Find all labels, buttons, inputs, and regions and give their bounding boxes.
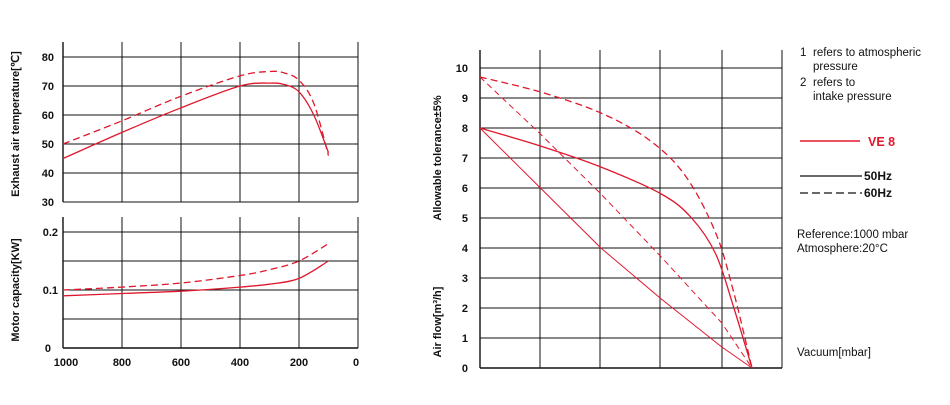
x-tick-label: 400 xyxy=(231,357,249,369)
legend-50hz-label: 50Hz xyxy=(864,169,892,183)
y-tick-label: 0.1 xyxy=(43,285,58,297)
y-tick-label: 80 xyxy=(42,52,54,64)
y-tick-label: 9 xyxy=(462,93,468,105)
y-axis-label-lower: Air flow[m³/h] xyxy=(432,286,444,357)
motor-capacity-chart: 0.2 0.1 0 1000 800 600 400 200 0 Motor c… xyxy=(10,217,359,369)
y-tick-label: 60 xyxy=(42,110,54,122)
y-tick-label: 70 xyxy=(42,81,54,93)
y-tick-label: 10 xyxy=(456,63,468,75)
x-tick-label: 800 xyxy=(113,357,131,369)
reference-note: Reference:1000 mbar xyxy=(797,229,908,241)
legend-60hz-label: 60Hz xyxy=(864,186,892,200)
y-tick-label: 3 xyxy=(462,273,468,285)
note-1-text-cont: pressure xyxy=(813,61,858,73)
note-2-text-cont: intake pressure xyxy=(813,91,892,103)
y-tick-label: 40 xyxy=(42,168,54,180)
legend-model-label: VE 8 xyxy=(868,135,895,149)
note-1-number: 1 xyxy=(800,47,806,59)
y-axis-label-upper: Allowable tolerance±5% xyxy=(432,95,444,220)
exhaust-temperature-chart: 80 70 60 50 40 30 Exhaust air temperatur… xyxy=(10,42,359,209)
x-tick-label: 600 xyxy=(172,357,190,369)
y-tick-label: 0 xyxy=(45,343,51,355)
note-2-text: refers to xyxy=(813,77,855,89)
y-tick-label: 50 xyxy=(42,139,54,151)
y-tick-label: 5 xyxy=(462,213,468,225)
y-tick-label: 6 xyxy=(462,183,468,195)
y-tick-label: 30 xyxy=(42,197,54,209)
grid xyxy=(62,217,359,349)
y-axis-label: Motor capacity[KW] xyxy=(10,238,22,342)
y-tick-labels: 0 1 2 3 4 5 6 7 8 9 10 xyxy=(456,63,469,375)
y-tick-label: 0 xyxy=(462,363,468,375)
x-axis-label: Vacuum[mbar] xyxy=(797,347,871,359)
grid xyxy=(62,42,359,203)
air-flow-chart: 0 1 2 3 4 5 6 7 8 9 10 Allowable toleran… xyxy=(432,50,871,375)
series-line-solid xyxy=(62,260,329,297)
x-tick-label: 200 xyxy=(290,357,308,369)
series-line-dashed xyxy=(62,243,329,291)
y-tick-labels: 0.2 0.1 0 xyxy=(43,227,58,355)
y-tick-label: 0.2 xyxy=(43,227,58,239)
y-tick-label: 2 xyxy=(462,303,468,315)
note-2-number: 2 xyxy=(800,77,806,89)
atmosphere-note: Atmosphere:20°C xyxy=(797,243,888,255)
y-tick-label: 1 xyxy=(462,333,468,345)
y-axis-label: Exhaust air temperature[℃] xyxy=(10,51,22,197)
x-tick-labels: 1000 800 600 400 200 0 xyxy=(54,357,359,369)
y-tick-label: 8 xyxy=(462,123,468,135)
series-line-dashed-thin xyxy=(479,76,753,369)
legend: 1 refers to atmospheric pressure 2 refer… xyxy=(797,47,921,255)
series-line-solid xyxy=(62,82,330,160)
x-tick-label: 1000 xyxy=(54,357,78,369)
grid xyxy=(479,50,783,369)
series-line-solid xyxy=(479,127,753,369)
series-line-dashed xyxy=(479,76,753,369)
series-line-solid-thin xyxy=(479,127,753,369)
x-tick-label: 0 xyxy=(353,357,359,369)
series-line-dashed xyxy=(62,70,330,156)
note-1-text: refers to atmospheric xyxy=(813,47,921,59)
y-tick-label: 4 xyxy=(462,243,469,255)
y-tick-labels: 80 70 60 50 40 30 xyxy=(42,52,54,209)
y-tick-label: 7 xyxy=(462,153,468,165)
